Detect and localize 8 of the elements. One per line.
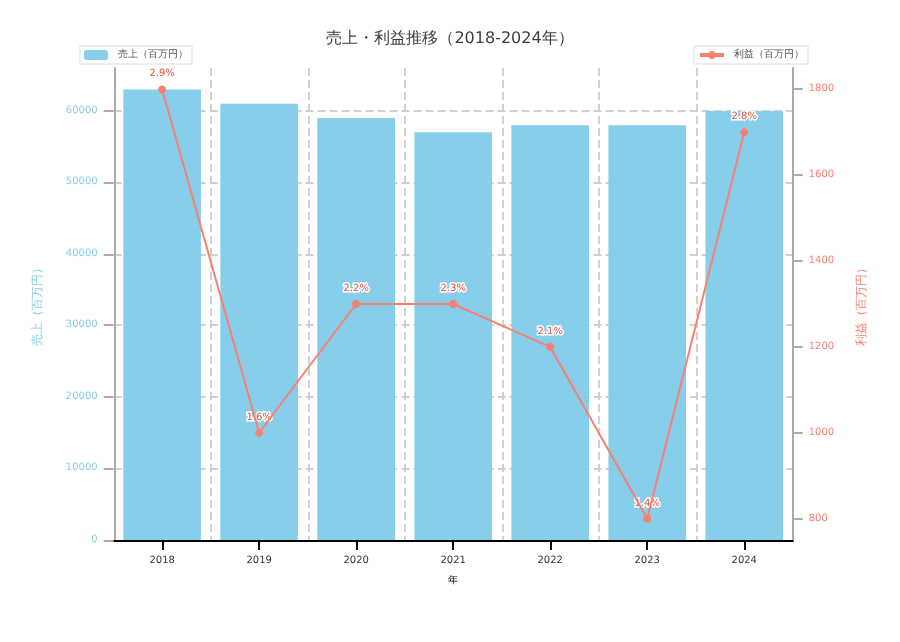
point [352, 300, 361, 308]
point [546, 342, 555, 351]
point [158, 85, 167, 94]
point [255, 428, 264, 437]
point [449, 300, 458, 308]
chart-title: 売上・利益推移（2018-2024年） [326, 29, 574, 47]
point [740, 128, 749, 137]
point [643, 514, 652, 523]
